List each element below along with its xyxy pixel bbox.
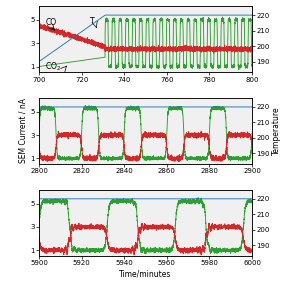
Text: T: T xyxy=(90,17,95,26)
X-axis label: Time/minutes: Time/minutes xyxy=(119,269,172,278)
Y-axis label: Temperature: Temperature xyxy=(272,107,281,155)
Y-axis label: SEM Current / nA: SEM Current / nA xyxy=(19,98,28,164)
Text: CO$_2$: CO$_2$ xyxy=(45,61,62,73)
Text: CO: CO xyxy=(45,18,56,27)
